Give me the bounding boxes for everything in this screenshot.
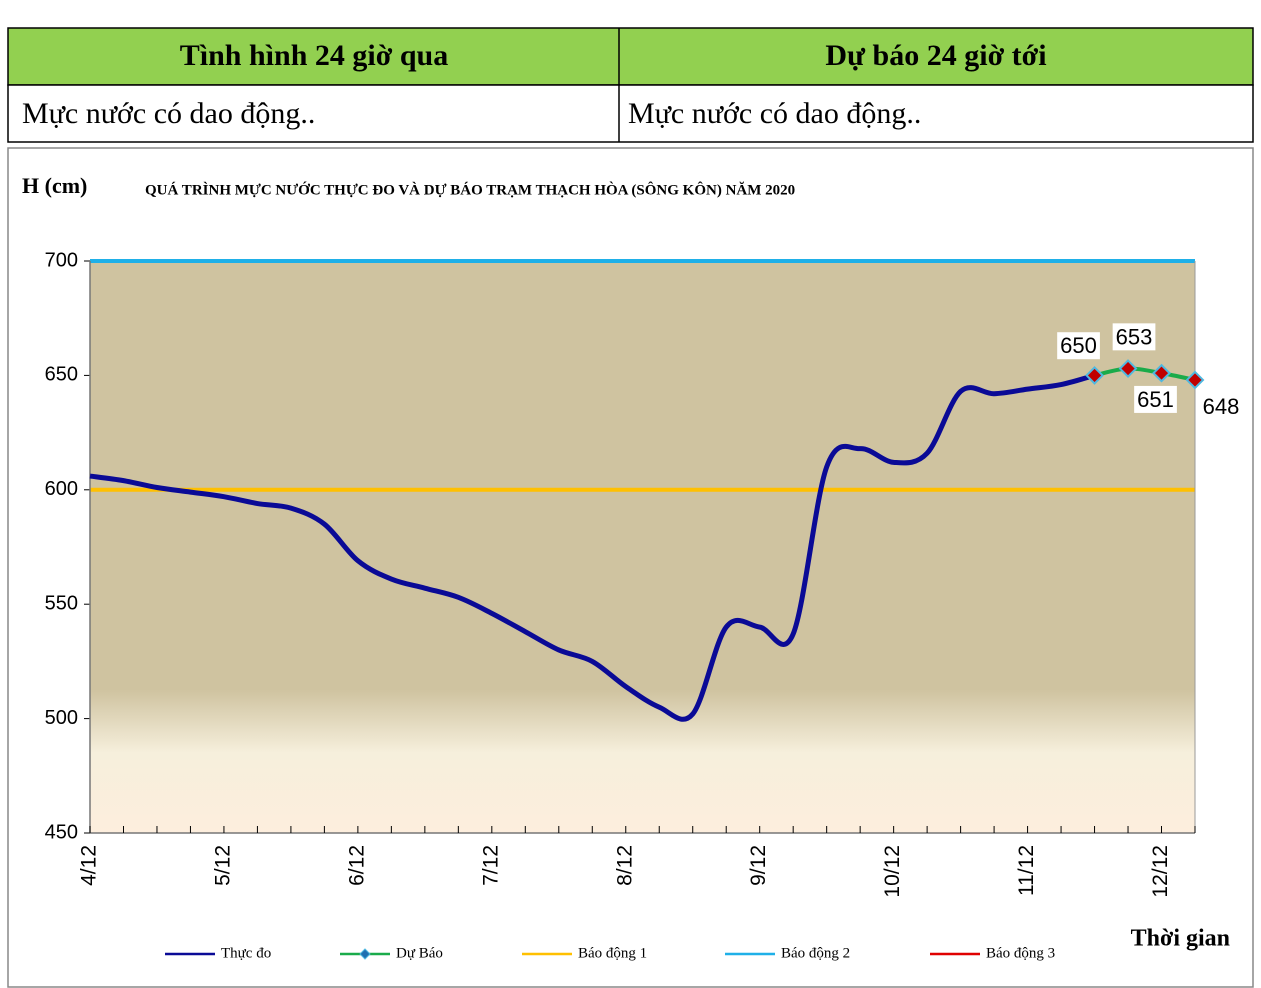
data-label: 653 xyxy=(1116,324,1153,349)
chart-title: QUÁ TRÌNH MỰC NƯỚC THỰC ĐO VÀ DỰ BÁO TRẠ… xyxy=(145,181,795,198)
y-tick-label: 550 xyxy=(45,592,78,614)
table-header xyxy=(7,27,1254,86)
y-tick-label: 700 xyxy=(45,249,78,271)
legend-marker xyxy=(359,948,371,960)
legend-label: Báo động 1 xyxy=(578,945,647,961)
marker xyxy=(1152,363,1171,383)
plot-area xyxy=(90,261,1195,833)
y-axis-label: H (cm) xyxy=(22,173,87,198)
data-label-bg xyxy=(1112,323,1156,351)
x-tick-label: 5/12 xyxy=(211,845,234,886)
data-label-bg xyxy=(1057,332,1100,360)
legend-label: Báo động 2 xyxy=(781,945,850,961)
data-label-bg xyxy=(1199,392,1243,420)
x-tick-label: 10/12 xyxy=(881,845,904,898)
series-line xyxy=(1094,366,1196,382)
y-tick-label: 650 xyxy=(45,364,78,386)
table-row xyxy=(7,84,1254,143)
x-tick-label: 9/12 xyxy=(747,845,770,886)
status-table: Tình hình 24 giờ qua Dự báo 24 giờ tới M… xyxy=(7,27,1254,143)
data-label: 648 xyxy=(1203,394,1240,419)
legend-label: Thực đo xyxy=(221,945,271,961)
y-tick-label: 450 xyxy=(45,821,78,843)
y-tick-label: 600 xyxy=(45,478,78,500)
x-tick-label: 4/12 xyxy=(78,845,101,886)
table-cell: Mực nước có dao động.. xyxy=(628,97,921,130)
series-line xyxy=(89,372,1096,722)
data-label: 650 xyxy=(1060,333,1097,358)
table-header-cell: Dự báo 24 giờ tới xyxy=(825,39,1046,72)
x-tick-label: 6/12 xyxy=(345,845,368,886)
x-axis-label: Thời gian xyxy=(1131,926,1230,952)
x-tick-label: 11/12 xyxy=(1015,845,1038,896)
marker xyxy=(1085,365,1104,385)
x-tick-label: 12/12 xyxy=(1149,845,1172,898)
x-tick-label: 7/12 xyxy=(479,845,502,886)
legend-label: Dự Báo xyxy=(396,945,443,961)
data-label-bg xyxy=(1134,385,1177,413)
table-cell: Mực nước có dao động.. xyxy=(22,97,315,130)
marker xyxy=(1118,359,1138,378)
table-header-cell: Tình hình 24 giờ qua xyxy=(180,39,448,72)
data-label: 651 xyxy=(1137,387,1174,412)
x-tick-label: 8/12 xyxy=(613,845,636,886)
legend-label: Báo động 3 xyxy=(986,945,1055,961)
marker xyxy=(1185,370,1205,390)
y-tick-label: 500 xyxy=(45,707,78,729)
